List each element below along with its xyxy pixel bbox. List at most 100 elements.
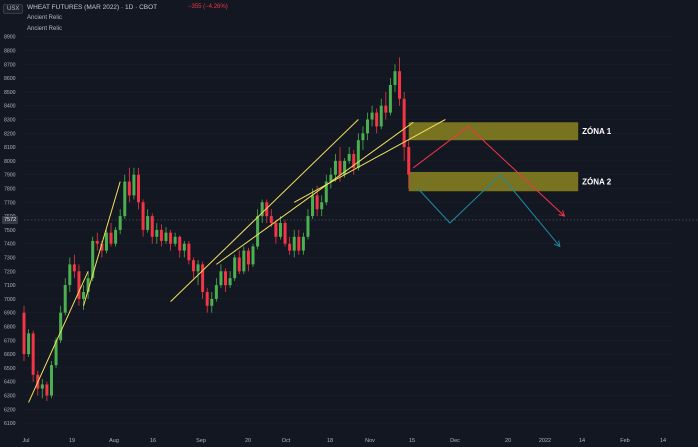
candle-body: [338, 160, 342, 175]
y-tick-label: 8900: [4, 35, 16, 41]
candle-body: [191, 260, 195, 272]
candle-body: [375, 112, 379, 127]
candle-body: [137, 174, 140, 203]
x-tick-label: 14: [660, 438, 666, 444]
y-tick-label: 7400: [4, 242, 16, 248]
price-change: −355 (−4.26%): [188, 4, 228, 10]
x-tick-label: 20: [505, 438, 511, 444]
y-tick-label: 6500: [4, 366, 16, 372]
y-tick-label: 8100: [4, 145, 16, 151]
scenario-paths-layer: [412, 125, 566, 248]
candle-body: [77, 271, 81, 299]
candle-body: [343, 160, 347, 175]
zone-rect: [408, 122, 579, 141]
candle-body: [237, 257, 241, 272]
x-tick-label: Aug: [109, 438, 119, 444]
candle-body: [150, 216, 154, 237]
y-tick-label: 8700: [4, 62, 16, 68]
x-tick-label: Jul: [22, 438, 29, 444]
candle-body: [361, 133, 365, 141]
candle-body: [86, 278, 90, 292]
candle-body: [324, 181, 328, 203]
x-axis: Jul 19 Aug 16 Sep 20 Oct 18 Nov 15 Dec 20 2022 14 Feb 1…: [22, 438, 666, 444]
indicator-label[interactable]: Ancient Relic: [27, 15, 63, 21]
symbol-badge[interactable]: USX: [3, 4, 24, 14]
y-tick-label: 7200: [4, 269, 16, 275]
candle-body: [59, 312, 63, 341]
candle-body: [366, 119, 369, 134]
y-tick-label: 6200: [4, 407, 16, 413]
candle-body: [347, 154, 351, 161]
candle-body: [95, 240, 99, 244]
candle-body: [146, 216, 150, 230]
y-tick-label: 7800: [4, 187, 16, 193]
chart-header: USX WHEAT FUTURES (MAR 2022) · 1D · CBOT…: [0, 0, 698, 16]
candle-body: [274, 223, 278, 237]
x-tick-label: 15: [409, 438, 415, 444]
y-tick-label: 7300: [4, 256, 16, 262]
y-tick-label: 8800: [4, 49, 16, 55]
candle-body: [100, 243, 104, 251]
candle-body: [173, 236, 177, 244]
candle-body: [283, 223, 287, 244]
chart-grid: [24, 36, 672, 424]
candle-body: [288, 243, 292, 251]
candle-body: [306, 216, 310, 237]
trendline: [170, 119, 359, 303]
candle-body: [242, 250, 246, 272]
y-tick-label: 6100: [4, 421, 16, 427]
candle-body: [329, 174, 333, 182]
scenario-path-red: [412, 125, 565, 217]
y-tick-label: 6600: [4, 352, 16, 358]
trendline: [293, 119, 446, 203]
candle-body: [301, 236, 305, 251]
candle-body: [205, 292, 209, 306]
x-tick-label: 14: [579, 438, 585, 444]
y-tick-label: 6700: [4, 338, 16, 344]
x-tick-label: Sep: [196, 438, 206, 444]
candle-body: [402, 98, 406, 148]
x-tick-label: Feb: [620, 438, 629, 444]
candle-body: [251, 246, 255, 265]
candle-body: [384, 105, 388, 113]
candle-body: [265, 202, 269, 217]
x-tick-label: Nov: [365, 438, 375, 444]
indicator-label[interactable]: Ancient Relic: [27, 26, 63, 32]
candle-body: [228, 278, 232, 286]
x-tick-label: Oct: [282, 438, 291, 444]
candle-body: [159, 229, 163, 241]
x-tick-label: 18: [327, 438, 333, 444]
candle-body: [22, 312, 26, 355]
candles-layer: [22, 57, 411, 402]
candle-body: [45, 384, 49, 396]
y-tick-label: 8600: [4, 76, 16, 82]
candle-body: [187, 243, 191, 261]
candle-body: [246, 250, 250, 265]
y-tick-label: 6300: [4, 394, 16, 400]
candle-body: [114, 229, 118, 244]
candle-body: [210, 298, 214, 306]
y-tick-label: 7700: [4, 200, 16, 206]
candle-body: [118, 216, 122, 230]
candle-body: [356, 140, 360, 168]
last-price-badge: 7572: [2, 216, 19, 224]
candle-body: [297, 236, 301, 251]
candle-body: [82, 292, 86, 299]
y-tick-label: 6800: [4, 325, 16, 331]
candle-body: [127, 181, 131, 196]
candle-body: [315, 195, 319, 210]
candle-body: [182, 243, 186, 251]
candle-body: [54, 340, 58, 366]
candle-body: [68, 264, 72, 286]
candle-body: [292, 236, 296, 251]
candle-body: [320, 202, 324, 210]
zones-layer: [408, 122, 579, 192]
candle-body: [269, 216, 273, 223]
candle-body: [388, 85, 392, 113]
candle-body: [398, 71, 402, 99]
y-tick-label: 8200: [4, 131, 16, 137]
arrowhead-icon: [558, 210, 566, 217]
candle-body: [256, 216, 260, 247]
candle-body: [27, 333, 31, 355]
